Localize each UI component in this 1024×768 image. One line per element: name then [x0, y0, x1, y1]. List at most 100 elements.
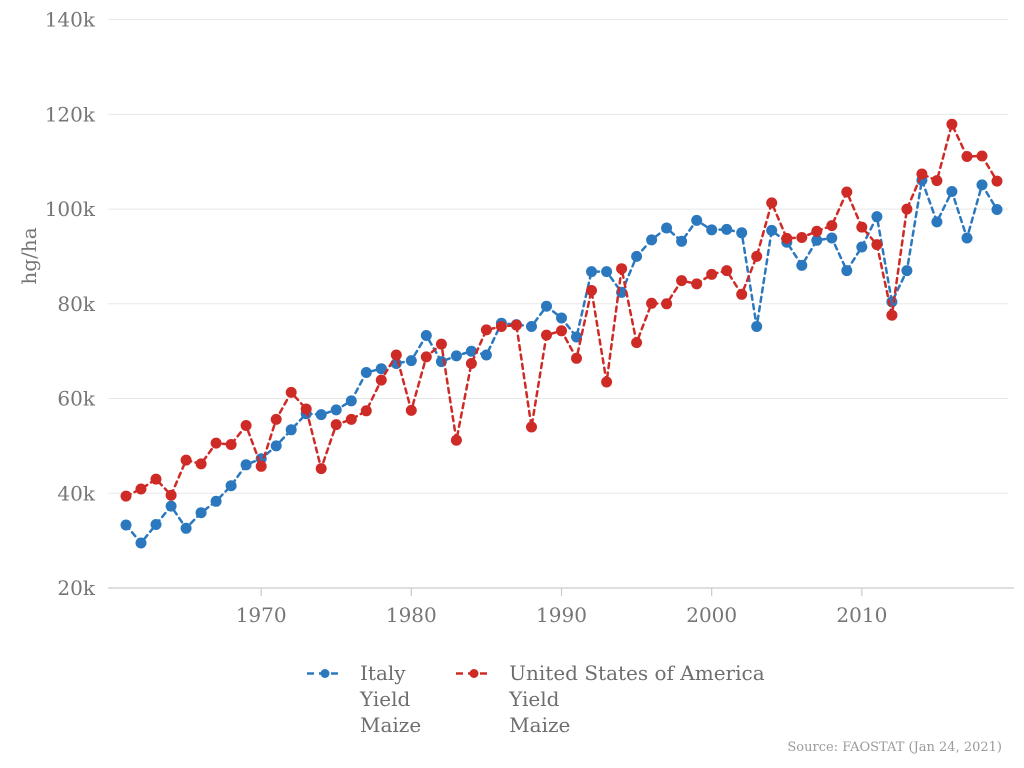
data-point-italy-1995: [631, 250, 643, 262]
data-point-italy-1981: [420, 330, 432, 341]
data-point-united-states-1962: [135, 483, 147, 495]
data-point-united-states-1966: [195, 458, 207, 470]
data-point-italy-2017: [961, 232, 973, 244]
y-axis-labels: 20k 40k 60k 80k 100k 120k 140k: [45, 8, 96, 600]
data-point-italy-2016: [946, 186, 958, 197]
data-point-united-states-2002: [736, 288, 748, 300]
data-point-italy-1990: [556, 312, 567, 324]
data-point-italy-2007: [811, 234, 823, 246]
data-point-italy-1985: [480, 349, 492, 361]
data-point-united-states-2016: [946, 118, 958, 130]
y-tick-label-80k: 80k: [57, 292, 95, 316]
data-point-united-states-2013: [901, 203, 913, 215]
legend-element: Yield: [360, 687, 411, 711]
data-point-united-states-1987: [510, 319, 522, 331]
italy-series-marker-icon: [307, 669, 343, 678]
data-point-italy-1991: [571, 331, 582, 343]
data-point-united-states-1994: [616, 263, 628, 275]
data-point-italy-2015: [931, 216, 943, 228]
legend-item-crop: Maize: [360, 713, 422, 737]
data-point-united-states-2017: [961, 151, 973, 162]
data-point-united-states-1978: [375, 374, 387, 386]
data-point-united-states-1992: [586, 285, 597, 296]
data-point-united-states-1984: [465, 358, 477, 369]
y-axis-unit-label: hg/ha: [17, 227, 41, 284]
data-point-italy-1965: [180, 522, 192, 534]
legend-label-italy: Italy Yield Maize: [360, 660, 421, 738]
data-point-united-states-2000: [706, 268, 718, 280]
data-point-united-states-1985: [480, 324, 492, 336]
legend-element: Yield: [509, 687, 560, 711]
data-point-united-states-1970: [255, 460, 267, 472]
data-point-united-states-1993: [601, 376, 613, 388]
data-point-united-states-1982: [435, 338, 447, 350]
data-point-united-states-2010: [856, 221, 868, 233]
y-tick-label-120k: 120k: [45, 102, 96, 126]
data-point-united-states-2007: [811, 225, 823, 237]
data-point-united-states-1977: [360, 405, 372, 417]
data-point-united-states-1989: [541, 329, 552, 341]
data-point-united-states-2012: [886, 309, 898, 321]
x-tick-label-1970: 1970: [236, 603, 287, 627]
y-tick-label-20k: 20k: [57, 576, 95, 600]
data-point-united-states-1990: [556, 325, 567, 337]
italy-line: [124, 178, 999, 545]
chart-legend: Italy Yield Maize United States of Ameri…: [306, 660, 765, 738]
data-point-italy-1961: [120, 519, 132, 531]
data-point-italy-1977: [360, 367, 372, 378]
data-point-italy-1975: [330, 404, 342, 416]
data-point-united-states-1991: [571, 352, 582, 364]
data-point-italy-2003: [751, 321, 763, 332]
data-point-italy-1980: [405, 355, 417, 367]
united-states-line: [124, 123, 999, 498]
data-point-united-states-1979: [390, 349, 402, 361]
data-point-united-states-2019: [991, 175, 1003, 187]
data-point-united-states-1976: [345, 413, 357, 425]
data-point-italy-2010: [856, 241, 868, 253]
data-point-italy-2001: [721, 223, 733, 235]
data-point-italy-1964: [165, 500, 177, 512]
data-point-united-states-2015: [931, 175, 943, 187]
legend-country: Italy: [360, 661, 406, 685]
x-tick-label-1990: 1990: [536, 603, 587, 627]
data-point-united-states-2014: [916, 168, 928, 180]
data-point-united-states-2001: [721, 265, 733, 277]
data-point-united-states-2009: [841, 186, 853, 198]
data-point-italy-1966: [195, 507, 207, 519]
legend-item-italy[interactable]: Italy Yield Maize: [306, 660, 421, 738]
data-point-italy-1999: [691, 214, 703, 226]
data-point-united-states-1963: [150, 473, 162, 485]
data-point-italy-1971: [270, 440, 282, 452]
data-point-united-states-1973: [300, 403, 312, 415]
data-point-italy-1972: [285, 424, 297, 436]
y-tick-label-100k: 100k: [45, 197, 96, 221]
data-point-united-states-1980: [405, 404, 417, 416]
data-point-italy-1992: [586, 266, 597, 278]
data-point-united-states-1965: [180, 454, 192, 466]
data-point-italy-1974: [315, 409, 327, 421]
data-point-italy-1989: [541, 300, 552, 312]
data-point-united-states-1975: [330, 419, 342, 431]
united-states-series-marker-icon: [456, 669, 493, 678]
data-point-italy-1997: [661, 222, 673, 234]
data-point-italy-1967: [210, 495, 222, 507]
data-point-italy-2006: [796, 259, 808, 271]
legend-country: United States of America: [509, 661, 765, 685]
data-point-united-states-1964: [165, 489, 177, 501]
data-point-italy-1978: [375, 363, 387, 375]
data-point-united-states-1967: [210, 437, 222, 449]
series-united-states: [120, 118, 1003, 502]
legend-item-united-states[interactable]: United States of America Yield Maize: [455, 660, 765, 738]
data-point-united-states-1988: [526, 421, 537, 433]
data-point-united-states-1969: [240, 420, 252, 431]
data-point-united-states-1968: [225, 439, 237, 450]
data-point-italy-1969: [240, 459, 252, 471]
data-point-united-states-1961: [120, 490, 132, 502]
data-point-italy-1976: [345, 395, 357, 407]
data-point-united-states-2005: [781, 232, 793, 244]
data-point-united-states-2008: [826, 220, 838, 232]
data-point-italy-2011: [871, 211, 883, 223]
series-italy: [120, 174, 1003, 549]
data-point-italy-2002: [736, 227, 748, 239]
